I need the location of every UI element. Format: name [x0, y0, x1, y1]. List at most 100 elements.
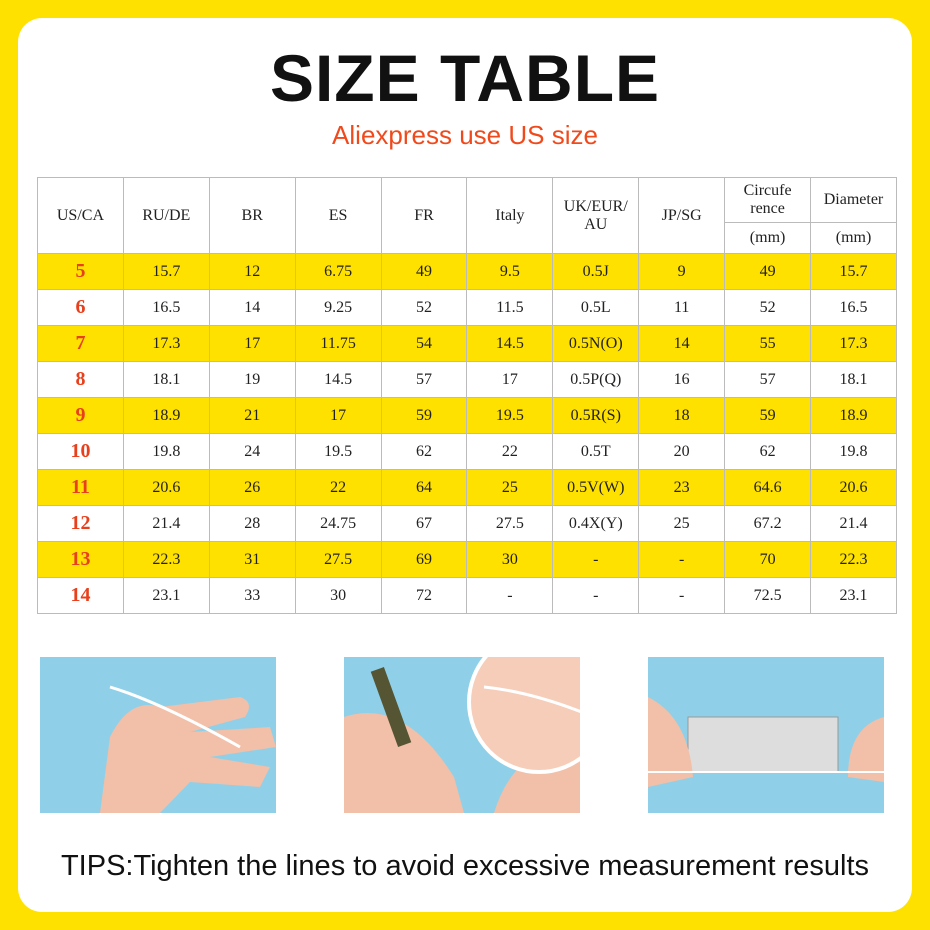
table-cell: 17.3	[810, 325, 897, 362]
table-cell: 23	[638, 469, 726, 506]
table-cell: 23.1	[122, 577, 210, 614]
table-row: 5 15.7 12 6.75 49 9.5 0.5J 9 49 15.7	[37, 253, 897, 290]
tips: TIPS:Tighten the lines to avoid excessiv…	[60, 850, 870, 882]
table-row: 8 18.1 19 14.5 57 17 0.5P(Q) 16 57 18.1	[37, 361, 897, 398]
table-row: 13 22.3 31 27.5 69 30- -70 22.3	[37, 541, 897, 578]
table-cell: 17.3	[122, 325, 210, 362]
table-cell: 16.5	[122, 289, 210, 326]
table-cell: -	[638, 577, 726, 614]
us-size: 13	[37, 541, 124, 578]
table-cell: 28	[208, 505, 296, 542]
table-cell: 62	[724, 433, 812, 470]
table-cell: 0.4X(Y)	[552, 505, 640, 542]
table-cell: 0.5V(W)	[552, 469, 640, 506]
table-cell: 9.5	[466, 253, 554, 290]
table-cell: 14.5	[294, 361, 382, 398]
table-cell: 52	[724, 289, 812, 326]
table-cell: 67.2	[724, 505, 812, 542]
table-cell: 0.5P(Q)	[552, 361, 640, 398]
us-size: 5	[37, 253, 124, 290]
table-cell: 18	[638, 397, 726, 434]
table-cell: 55	[724, 325, 812, 362]
table-cell: 12	[208, 253, 296, 290]
title: SIZE TABLE	[269, 41, 661, 115]
table-cell: 16	[638, 361, 726, 398]
us-size: 7	[37, 325, 124, 362]
table-cell: 49	[724, 253, 812, 290]
column-header: Circufe rence	[724, 177, 812, 223]
table-cell: 11	[638, 289, 726, 326]
table-cell: 69	[380, 541, 468, 578]
table-cell: 24.75	[294, 505, 382, 542]
table-cell: 57	[724, 361, 812, 398]
column-header: US/CA	[37, 177, 124, 254]
table-cell: 59	[724, 397, 812, 434]
table-cell: 0.5L	[552, 289, 640, 326]
table-cell: 11.75	[294, 325, 382, 362]
table-cell: 54	[380, 325, 468, 362]
table-row: 14 23.1 33 30 72- - -72.5 23.1	[37, 577, 897, 614]
table-cell: -	[638, 541, 726, 578]
table-cell: 22.3	[122, 541, 210, 578]
table-row: 12 21.4 28 24.75 67 27.5 0.4X(Y) 25 67.2 21.4	[37, 505, 897, 542]
table-cell: 62	[380, 433, 468, 470]
us-size: 12	[37, 505, 124, 542]
table-cell: 18.1	[122, 361, 210, 398]
table-cell: 11.5	[466, 289, 554, 326]
column-unit: (mm)	[810, 222, 897, 254]
table-cell: 72.5	[724, 577, 812, 614]
table-cell: 70	[724, 541, 812, 578]
table-cell: 25	[466, 469, 554, 506]
column-header: RU/DE	[122, 177, 210, 254]
table-cell: 15.7	[810, 253, 897, 290]
table-cell: 18.9	[122, 397, 210, 434]
us-size: 8	[37, 361, 124, 398]
column-header: BR	[208, 177, 296, 254]
us-size: 11	[37, 469, 124, 506]
table-cell: 22.3	[810, 541, 897, 578]
table-cell: 17	[466, 361, 554, 398]
table-cell: 22	[466, 433, 554, 470]
table-cell: 21.4	[810, 505, 897, 542]
column-header: Italy	[466, 177, 554, 254]
table-cell: 33	[208, 577, 296, 614]
table-cell: 17	[208, 325, 296, 362]
table-cell: 64.6	[724, 469, 812, 506]
size-table: US/CA RU/DE BR ES FR Italy UK/EUR/ AU JP/SG Circ…	[37, 177, 897, 614]
table-cell: 0.5R(S)	[552, 397, 640, 434]
photo-pen	[344, 657, 580, 813]
table-cell: 19.5	[294, 433, 382, 470]
table-cell: 0.5J	[552, 253, 640, 290]
table-cell: 22	[294, 469, 382, 506]
table-cell: 9	[638, 253, 726, 290]
table-cell: 52	[380, 289, 468, 326]
table-cell: 20	[638, 433, 726, 470]
table-cell: 20.6	[810, 469, 897, 506]
column-header: FR	[380, 177, 468, 254]
table-cell: 27.5	[294, 541, 382, 578]
table-cell: 19.8	[810, 433, 897, 470]
table-cell: 18.1	[810, 361, 897, 398]
table-cell: 26	[208, 469, 296, 506]
table-cell: 21	[208, 397, 296, 434]
table-cell: 0.5T	[552, 433, 640, 470]
table-cell: 19.5	[466, 397, 554, 434]
column-header: JP/SG	[638, 177, 726, 254]
column-unit: (mm)	[724, 222, 812, 254]
table-cell: -	[552, 577, 640, 614]
us-size: 9	[37, 397, 124, 434]
table-cell: 27.5	[466, 505, 554, 542]
us-size: 10	[37, 433, 124, 470]
us-size: 14	[37, 577, 124, 614]
photo-hand	[40, 657, 276, 813]
column-header: Diameter	[810, 177, 897, 223]
table-row: 10 19.8 24 19.5 62 22 0.5T 20 62 19.8	[37, 433, 897, 470]
table-cell: 59	[380, 397, 468, 434]
column-header: ES	[294, 177, 382, 254]
table-cell: 15.7	[122, 253, 210, 290]
table-cell: 0.5N(O)	[552, 325, 640, 362]
us-size: 6	[37, 289, 124, 326]
table-cell: 19	[208, 361, 296, 398]
table-cell: 67	[380, 505, 468, 542]
table-row: 6 16.5 14 9.25 52 11.5 0.5L 11 52 16.5	[37, 289, 897, 326]
